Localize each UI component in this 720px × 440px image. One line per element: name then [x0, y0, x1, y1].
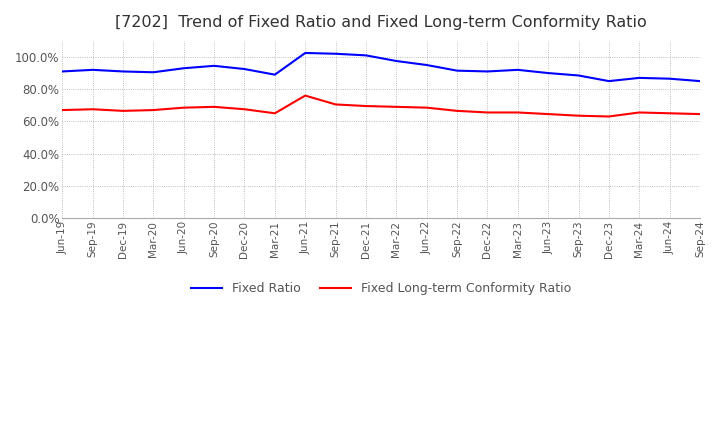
Fixed Ratio	[453, 68, 462, 73]
Fixed Long-term Conformity Ratio	[453, 108, 462, 114]
Fixed Long-term Conformity Ratio	[119, 108, 127, 114]
Fixed Ratio	[89, 67, 97, 73]
Fixed Ratio	[696, 78, 704, 84]
Fixed Ratio	[149, 70, 158, 75]
Fixed Ratio	[361, 53, 370, 58]
Fixed Long-term Conformity Ratio	[513, 110, 522, 115]
Fixed Long-term Conformity Ratio	[210, 104, 218, 110]
Fixed Ratio	[210, 63, 218, 69]
Legend: Fixed Ratio, Fixed Long-term Conformity Ratio: Fixed Ratio, Fixed Long-term Conformity …	[186, 277, 576, 300]
Fixed Ratio	[271, 72, 279, 77]
Fixed Ratio	[635, 75, 644, 81]
Fixed Ratio	[483, 69, 492, 74]
Fixed Long-term Conformity Ratio	[271, 110, 279, 116]
Fixed Ratio	[119, 69, 127, 74]
Fixed Long-term Conformity Ratio	[423, 105, 431, 110]
Fixed Long-term Conformity Ratio	[575, 113, 583, 118]
Fixed Ratio	[544, 70, 552, 76]
Fixed Long-term Conformity Ratio	[544, 111, 552, 117]
Fixed Ratio	[513, 67, 522, 73]
Fixed Ratio	[575, 73, 583, 78]
Fixed Ratio	[423, 62, 431, 68]
Line: Fixed Ratio: Fixed Ratio	[62, 53, 700, 81]
Fixed Long-term Conformity Ratio	[240, 106, 249, 112]
Fixed Long-term Conformity Ratio	[635, 110, 644, 115]
Fixed Ratio	[331, 51, 340, 56]
Fixed Ratio	[240, 66, 249, 72]
Title: [7202]  Trend of Fixed Ratio and Fixed Long-term Conformity Ratio: [7202] Trend of Fixed Ratio and Fixed Lo…	[115, 15, 647, 30]
Fixed Ratio	[392, 59, 400, 64]
Fixed Ratio	[301, 50, 310, 55]
Fixed Long-term Conformity Ratio	[392, 104, 400, 110]
Fixed Long-term Conformity Ratio	[665, 110, 674, 116]
Fixed Long-term Conformity Ratio	[696, 111, 704, 117]
Line: Fixed Long-term Conformity Ratio: Fixed Long-term Conformity Ratio	[62, 95, 700, 117]
Fixed Long-term Conformity Ratio	[58, 107, 66, 113]
Fixed Long-term Conformity Ratio	[301, 93, 310, 98]
Fixed Long-term Conformity Ratio	[331, 102, 340, 107]
Fixed Long-term Conformity Ratio	[179, 105, 188, 110]
Fixed Ratio	[665, 76, 674, 81]
Fixed Long-term Conformity Ratio	[605, 114, 613, 119]
Fixed Long-term Conformity Ratio	[361, 103, 370, 109]
Fixed Long-term Conformity Ratio	[483, 110, 492, 115]
Fixed Ratio	[58, 69, 66, 74]
Fixed Long-term Conformity Ratio	[89, 106, 97, 112]
Fixed Ratio	[179, 66, 188, 71]
Fixed Long-term Conformity Ratio	[149, 107, 158, 113]
Fixed Ratio	[605, 78, 613, 84]
